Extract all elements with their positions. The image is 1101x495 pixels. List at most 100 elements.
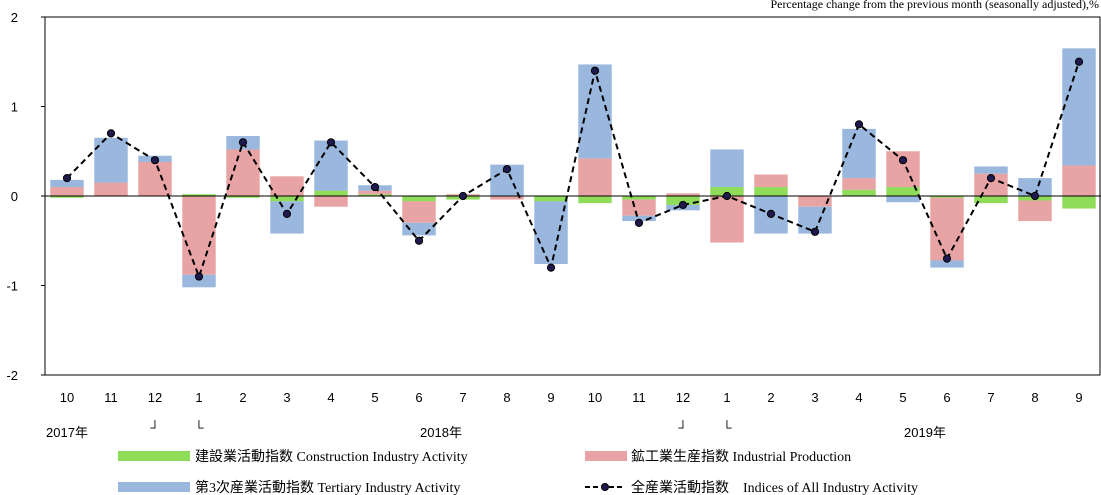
bar-tertiary: [578, 64, 612, 159]
legend-label-construction: 建設業活動指数 Construction Industry Activity: [195, 449, 468, 465]
all-industry-point: [150, 156, 160, 165]
all-industry-point: [634, 218, 644, 227]
x-tick-label: 5: [371, 390, 378, 405]
x-tick-label: 6: [943, 390, 950, 405]
legend-label-tertiary: 第3次産業活動指数 Tertiary Industry Activity: [195, 479, 460, 495]
bar-industrial: [622, 199, 656, 216]
bar-construction: [358, 194, 392, 196]
bar-construction: [534, 196, 568, 202]
all-industry-point: [458, 191, 468, 201]
legend-swatch-industrial: [585, 451, 627, 461]
legend-label-all-industry: 全産業活動指数 Indices of All Industry Activity: [631, 479, 918, 495]
year-labels: 2017年 2018年 2019年 ┘ └ ┘ └: [46, 420, 946, 440]
bar-tertiary: [314, 140, 348, 191]
all-industry-point: [62, 174, 72, 183]
bar-industrial: [314, 196, 348, 207]
x-tick-label: 12: [148, 390, 162, 405]
x-tick-label: 8: [503, 390, 510, 405]
x-tick-label: 7: [459, 390, 466, 405]
bar-construction: [754, 187, 788, 196]
bar-construction: [930, 196, 964, 198]
bar-industrial: [50, 187, 84, 196]
x-tick-label: 12: [676, 390, 690, 405]
y-tick-label: 0: [11, 189, 18, 204]
all-industry-point: [942, 254, 952, 263]
bar-industrial: [754, 174, 788, 188]
x-tick-label: 9: [547, 390, 554, 405]
bar-construction: [270, 196, 304, 202]
all-industry-point: [854, 120, 864, 129]
y-tick-label: 2: [11, 10, 18, 25]
all-industry-point: [810, 227, 820, 236]
bar-industrial: [974, 173, 1008, 196]
bar-tertiary: [402, 222, 436, 236]
legend-label-industrial: 鉱工業生産指数 Industrial Production: [631, 448, 851, 465]
bar-construction: [1062, 196, 1096, 209]
bar-construction: [50, 196, 84, 198]
legend-marker-all-industry: [601, 483, 609, 491]
bar-construction: [622, 196, 656, 200]
all-industry-point: [590, 66, 600, 75]
year-label: 2018年: [420, 425, 462, 440]
x-tick-label: 5: [899, 390, 906, 405]
bar-construction: [710, 187, 744, 196]
all-industry-point: [414, 236, 424, 245]
y-axis-ticks: 2 1 0 -1 -2: [6, 10, 45, 383]
bar-construction: [974, 196, 1008, 204]
bar-construction: [402, 196, 436, 202]
legend-swatch-construction: [118, 451, 190, 461]
x-tick-label: 10: [588, 390, 602, 405]
bar-tertiary: [94, 137, 128, 183]
all-industry-point: [194, 272, 204, 281]
x-tick-label: 10: [60, 390, 74, 405]
all-industry-point: [282, 209, 292, 218]
bar-construction: [886, 187, 920, 196]
x-tick-label: 11: [632, 390, 646, 405]
x-tick-label: 8: [1031, 390, 1038, 405]
bar-industrial: [798, 196, 832, 207]
y-tick-label: -2: [6, 368, 18, 383]
bar-industrial: [842, 178, 876, 190]
bar-industrial: [94, 182, 128, 196]
y-tick-label: -1: [6, 279, 18, 294]
x-tick-label: 11: [104, 390, 118, 405]
bar-tertiary: [710, 149, 744, 188]
y-tick-label: 1: [11, 100, 18, 115]
all-industry-point: [678, 200, 688, 210]
year-label: 2019年: [904, 425, 946, 440]
bar-industrial: [666, 193, 700, 196]
bar-tertiary: [622, 215, 656, 222]
all-industry-point: [370, 182, 380, 192]
all-industry-point: [986, 174, 996, 183]
x-tick-label: 4: [855, 390, 862, 405]
all-industry-point: [326, 138, 336, 147]
bar-industrial: [138, 161, 172, 196]
all-industry-point: [238, 138, 248, 147]
bar-tertiary: [886, 196, 920, 203]
bar-tertiary: [930, 260, 964, 268]
year-label: 2017年: [46, 425, 88, 440]
x-tick-label: 1: [195, 390, 202, 405]
year-break-marker: ┘: [149, 420, 159, 435]
legend-swatch-tertiary: [118, 482, 190, 492]
bar-industrial: [1018, 200, 1052, 222]
bar-industrial: [226, 149, 260, 196]
all-industry-point: [546, 263, 556, 272]
bar-construction: [182, 194, 216, 196]
bar-industrial: [182, 196, 216, 275]
all-industry-point: [106, 129, 116, 138]
bar-industrial: [930, 197, 964, 261]
x-tick-label: 9: [1075, 390, 1082, 405]
bar-tertiary: [974, 166, 1008, 174]
bar-tertiary: [534, 201, 568, 265]
x-tick-label: 2: [767, 390, 774, 405]
bar-construction: [314, 190, 348, 196]
year-break-marker: └: [722, 420, 732, 435]
all-industry-point: [502, 165, 512, 174]
x-tick-label: 1: [723, 390, 730, 405]
bar-industrial: [402, 201, 436, 223]
x-tick-label: 7: [987, 390, 994, 405]
bar-construction: [578, 196, 612, 204]
x-tick-label: 3: [283, 390, 290, 405]
